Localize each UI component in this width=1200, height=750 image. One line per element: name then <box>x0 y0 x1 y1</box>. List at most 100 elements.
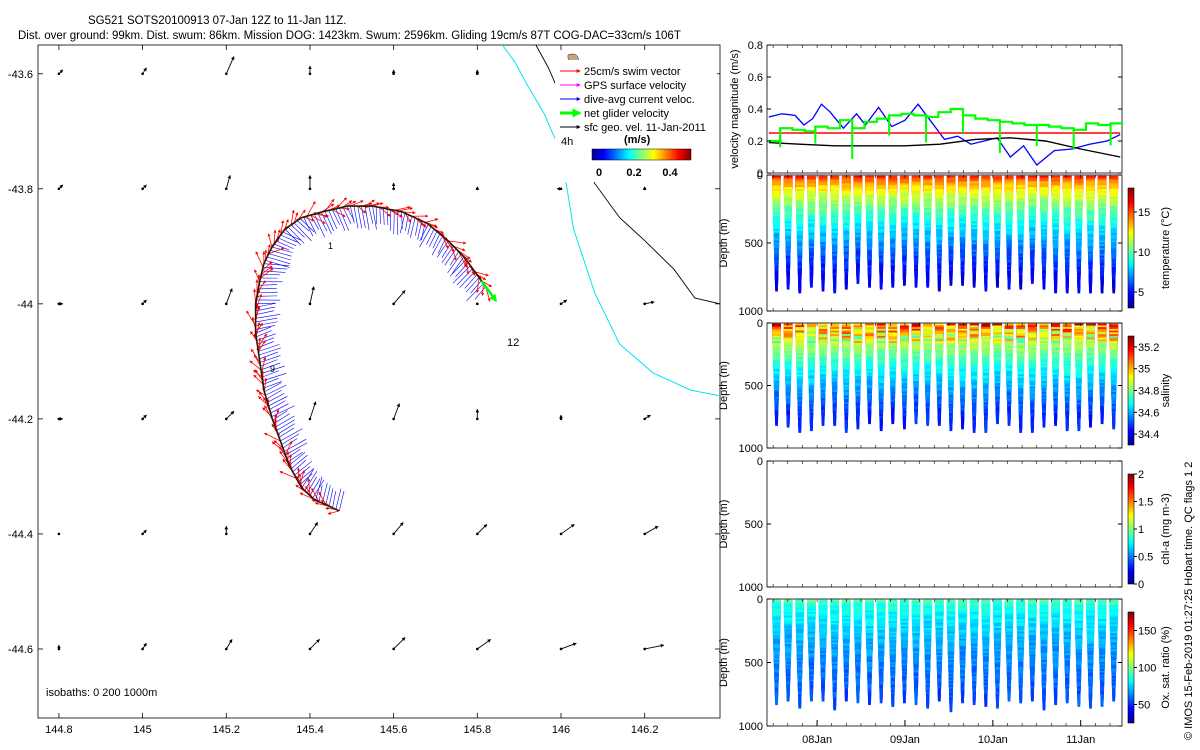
sal-dive-profile <box>830 323 840 426</box>
temp-cell <box>833 280 837 294</box>
sal-dive-profile <box>1016 323 1026 433</box>
sal-dive-profile <box>1039 323 1049 428</box>
temp-dive-profile <box>1004 175 1014 290</box>
temp-dive-profile <box>876 175 886 290</box>
map-xtick-label: 145.6 <box>380 724 408 736</box>
swim-vector <box>250 330 258 341</box>
sal-cell <box>786 414 790 428</box>
map-xtick-label: 145.2 <box>213 724 241 736</box>
sal-colorbar-tick-label: 34.4 <box>1138 429 1159 441</box>
swim-vector <box>303 216 315 222</box>
geo-vector <box>477 639 492 650</box>
dac-vector <box>293 222 312 242</box>
temp-dive-profile <box>841 175 851 290</box>
swim-vector <box>250 348 261 363</box>
temp-cell <box>937 278 941 292</box>
sal-dive-profile <box>923 323 933 426</box>
map-xtick-label: 146 <box>552 724 570 736</box>
sal-dive-profile <box>818 323 828 426</box>
oxy-dive-profile <box>841 599 851 702</box>
temp-cell <box>775 278 778 292</box>
swim-vector <box>299 469 305 485</box>
dac-vector <box>342 206 352 224</box>
swim-vector <box>307 478 311 496</box>
dac-vector <box>270 250 292 257</box>
dac-vector <box>399 213 406 234</box>
oxy-dive-profile <box>830 599 840 711</box>
oxy-cell <box>821 688 825 702</box>
sal-cell <box>972 419 976 433</box>
swim-vector <box>261 356 267 374</box>
dac-vector <box>270 403 289 414</box>
dac-vector <box>263 381 282 389</box>
geo-vector <box>142 414 147 420</box>
temp-ylabel: Depth (m) <box>718 219 730 268</box>
velocity-series-net <box>768 107 1124 143</box>
sal-cell <box>844 419 848 433</box>
temp-cell <box>961 272 964 286</box>
dac-vector <box>277 423 295 435</box>
swim-vector <box>324 198 335 212</box>
geo-vector <box>225 174 231 189</box>
temp-dive-profile <box>888 175 898 288</box>
sal-colorbar-tick-label: 35 <box>1138 364 1150 376</box>
dac-vector <box>328 210 338 230</box>
dac-vector <box>292 459 306 473</box>
sal-dive-profile <box>865 323 875 425</box>
map-xtick-label: 145 <box>133 724 151 736</box>
isobath-1000m <box>535 45 720 305</box>
geo-vector <box>142 67 147 75</box>
dac-vector <box>386 208 389 225</box>
dac-vector <box>258 344 280 352</box>
temp-cell <box>810 274 813 288</box>
geo-vector <box>644 414 651 420</box>
dac-vector <box>278 427 295 438</box>
swim-vector <box>318 491 327 505</box>
sal-cell <box>949 418 953 432</box>
swim-vector <box>453 245 466 252</box>
temp-dive-profile <box>1074 175 1084 294</box>
swim-vector <box>284 219 289 230</box>
dac-vector <box>290 224 305 238</box>
sal-cell <box>856 416 860 430</box>
dac-vector <box>470 280 482 294</box>
temp-cell <box>984 278 988 292</box>
temp-dive-profile <box>923 175 933 288</box>
oxy-cell <box>798 695 802 709</box>
map-xtick-label: 144.8 <box>45 724 73 736</box>
swim-vector <box>290 209 295 225</box>
chla-colorbar-tick-label: 0.5 <box>1138 552 1153 564</box>
swim-vector <box>397 207 414 212</box>
dac-vector <box>269 400 286 410</box>
swim-vector <box>311 487 320 502</box>
dac-vector <box>419 226 432 248</box>
geo-vector <box>393 290 406 305</box>
swim-vector <box>254 269 260 282</box>
sal-cell <box>996 411 999 425</box>
oxy-dive-profile <box>876 599 886 704</box>
temp-colorbar-tick-label: 10 <box>1138 247 1150 259</box>
swim-vector <box>298 473 303 489</box>
sal-cell <box>1100 411 1104 425</box>
dac-vector <box>407 216 413 235</box>
geo-vector <box>644 643 665 650</box>
velocity-ylabel: velocity magnitude (m/s) <box>729 49 741 168</box>
dac-vector <box>296 220 310 232</box>
temp-dive-profile <box>1039 175 1049 290</box>
geo-vector-base <box>476 417 479 421</box>
geo-vector <box>309 286 315 304</box>
swim-vector <box>249 360 262 371</box>
dac-vector <box>357 206 362 229</box>
swim-vector <box>448 240 467 245</box>
dac-vector <box>263 377 279 385</box>
sal-colorbar <box>1127 335 1135 446</box>
oxy-cell <box>972 692 976 706</box>
dac-vector <box>449 259 467 277</box>
dac-vector <box>338 490 345 511</box>
dac-vector <box>432 233 441 249</box>
sal-dive-profile <box>899 323 909 430</box>
temp-cell <box>1100 280 1104 294</box>
swim-vector <box>474 271 489 277</box>
sal-cell <box>810 418 813 432</box>
